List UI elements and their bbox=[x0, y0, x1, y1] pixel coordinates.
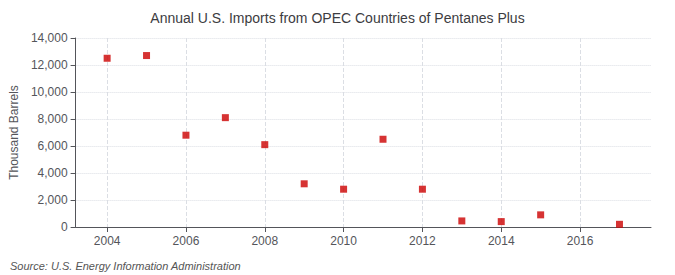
svg-text:8,000: 8,000 bbox=[38, 112, 68, 126]
svg-text:10,000: 10,000 bbox=[31, 85, 68, 99]
svg-text:2014: 2014 bbox=[488, 234, 515, 248]
svg-text:4,000: 4,000 bbox=[38, 166, 68, 180]
svg-text:6,000: 6,000 bbox=[38, 139, 68, 153]
svg-text:2016: 2016 bbox=[567, 234, 594, 248]
svg-text:2,000: 2,000 bbox=[38, 193, 68, 207]
svg-text:2008: 2008 bbox=[251, 234, 278, 248]
svg-text:14,000: 14,000 bbox=[31, 31, 68, 45]
svg-text:2010: 2010 bbox=[330, 234, 357, 248]
svg-text:0: 0 bbox=[61, 220, 68, 234]
svg-text:2006: 2006 bbox=[173, 234, 200, 248]
svg-text:Source: U.S. Energy Informatio: Source: U.S. Energy Information Administ… bbox=[10, 260, 241, 272]
svg-text:Annual U.S. Imports from OPEC: Annual U.S. Imports from OPEC Countries … bbox=[150, 10, 524, 26]
svg-text:Thousand Barrels: Thousand Barrels bbox=[7, 85, 21, 180]
svg-text:12,000: 12,000 bbox=[31, 58, 68, 72]
svg-text:2004: 2004 bbox=[94, 234, 121, 248]
svg-text:2012: 2012 bbox=[409, 234, 436, 248]
